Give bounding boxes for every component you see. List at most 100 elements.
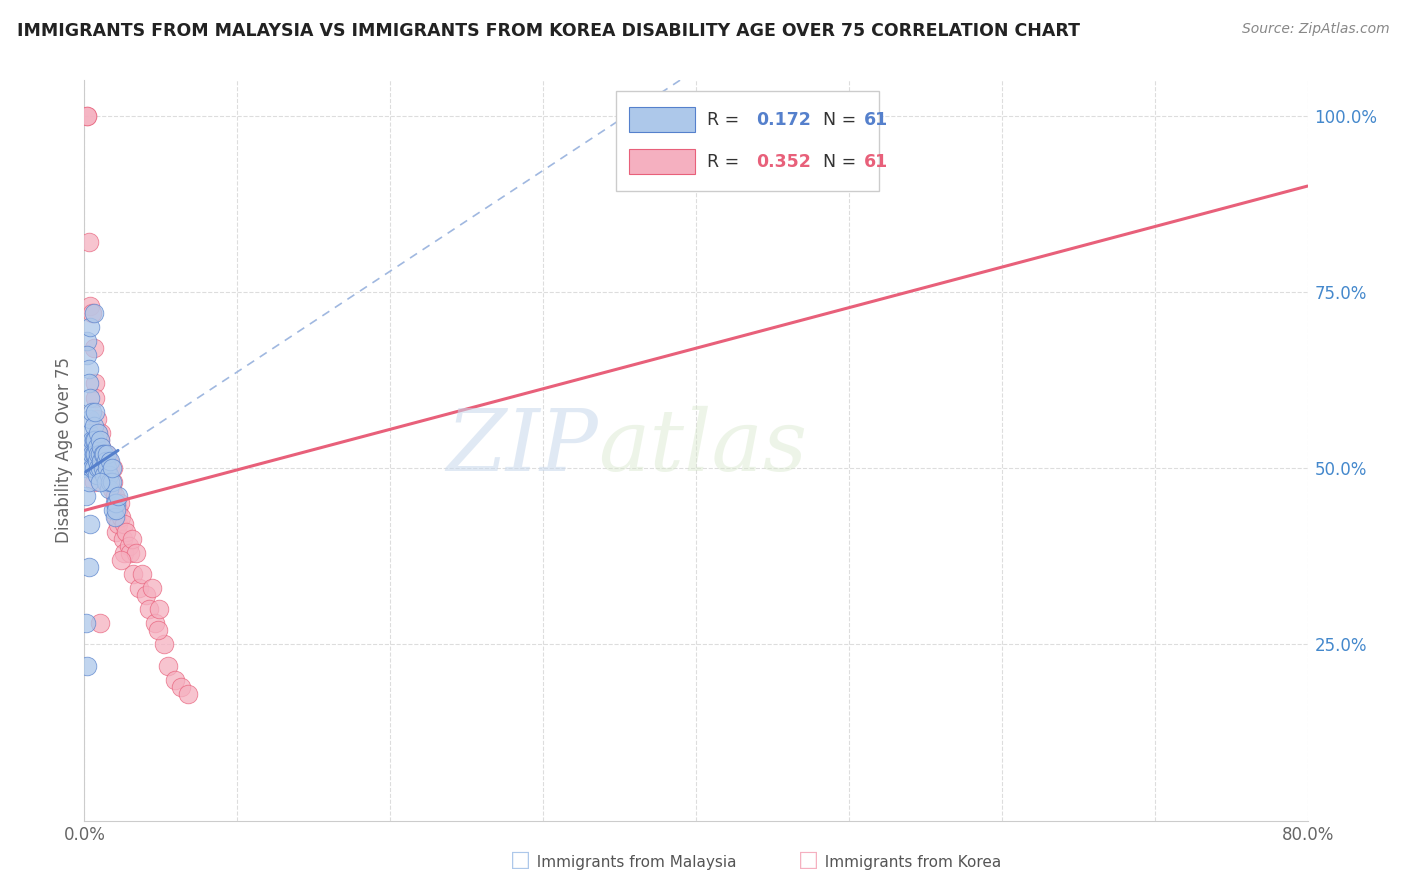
Point (91, 454, 114, 468)
Point (76, 447, 98, 461)
Point (94, 454, 117, 468)
Point (87, 425, 110, 440)
Point (94, 475, 117, 490)
Point (163, 673, 186, 687)
Point (89, 447, 111, 461)
Point (110, 510, 132, 524)
Point (79, 411, 101, 425)
Point (104, 496, 127, 510)
Point (96, 447, 118, 461)
Point (83, 341, 105, 355)
Y-axis label: Disability Age Over 75: Disability Age Over 75 (55, 358, 73, 543)
Point (90, 440, 112, 454)
Point (90, 440, 112, 454)
Point (89, 433, 111, 447)
Point (79, 440, 101, 454)
Point (89, 616, 111, 631)
Point (80, 447, 103, 461)
Point (83, 418, 105, 433)
Point (83, 461, 105, 475)
Point (103, 461, 125, 475)
Point (89, 447, 111, 461)
Text: 0.352: 0.352 (756, 153, 811, 170)
Point (84, 433, 107, 447)
Point (87, 461, 110, 475)
Text: N =: N = (813, 153, 862, 170)
Point (148, 602, 170, 616)
Point (79, 320, 101, 334)
Point (89, 475, 111, 490)
Text: □: □ (799, 850, 818, 870)
Text: □: □ (510, 850, 530, 870)
Text: atlas: atlas (598, 406, 807, 488)
Point (76, 109, 98, 123)
Text: IMMIGRANTS FROM MALAYSIA VS IMMIGRANTS FROM KOREA DISABILITY AGE OVER 75 CORRELA: IMMIGRANTS FROM MALAYSIA VS IMMIGRANTS F… (17, 22, 1080, 40)
FancyBboxPatch shape (616, 91, 880, 191)
Point (122, 566, 145, 581)
Point (101, 475, 124, 490)
Point (87, 440, 110, 454)
FancyBboxPatch shape (628, 149, 695, 174)
Point (91, 461, 114, 475)
Point (114, 524, 136, 539)
Point (86, 468, 108, 483)
Point (77, 376, 100, 391)
Point (107, 503, 129, 517)
Point (96, 461, 118, 475)
Point (121, 532, 143, 546)
Point (87, 447, 110, 461)
Point (96, 461, 118, 475)
Point (89, 461, 111, 475)
Point (131, 566, 153, 581)
Point (79, 517, 101, 532)
Point (143, 616, 166, 631)
Point (76, 109, 98, 123)
Point (105, 524, 128, 539)
Point (84, 391, 107, 405)
Point (80, 405, 103, 419)
Point (101, 482, 124, 496)
Point (91, 447, 114, 461)
Point (83, 475, 105, 490)
Point (107, 489, 129, 503)
Point (86, 440, 108, 454)
Point (77, 559, 100, 574)
Text: R =: R = (707, 111, 745, 128)
Point (157, 658, 180, 673)
Point (103, 475, 125, 490)
FancyBboxPatch shape (628, 107, 695, 132)
Point (138, 602, 160, 616)
Point (107, 517, 129, 532)
Point (146, 624, 169, 638)
Point (112, 546, 135, 560)
Point (141, 581, 163, 595)
Point (153, 637, 176, 651)
Point (112, 517, 135, 532)
Point (104, 489, 127, 503)
Point (76, 348, 98, 362)
Point (84, 447, 107, 461)
Point (96, 475, 118, 490)
Point (111, 532, 134, 546)
Point (87, 425, 110, 440)
Text: Source: ZipAtlas.com: Source: ZipAtlas.com (1241, 22, 1389, 37)
Point (89, 433, 111, 447)
Point (79, 440, 101, 454)
Point (83, 447, 105, 461)
Point (98, 454, 121, 468)
Point (93, 447, 115, 461)
Point (98, 475, 121, 490)
Text: N =: N = (813, 111, 862, 128)
Point (97, 468, 120, 483)
Point (105, 510, 128, 524)
Point (135, 588, 157, 602)
Point (97, 468, 120, 483)
Text: R =: R = (707, 153, 745, 170)
Point (120, 546, 142, 560)
Point (77, 362, 100, 376)
Text: 0.172: 0.172 (756, 111, 811, 128)
Point (77, 475, 100, 490)
Point (77, 235, 100, 250)
Point (76, 334, 98, 348)
Point (103, 503, 125, 517)
